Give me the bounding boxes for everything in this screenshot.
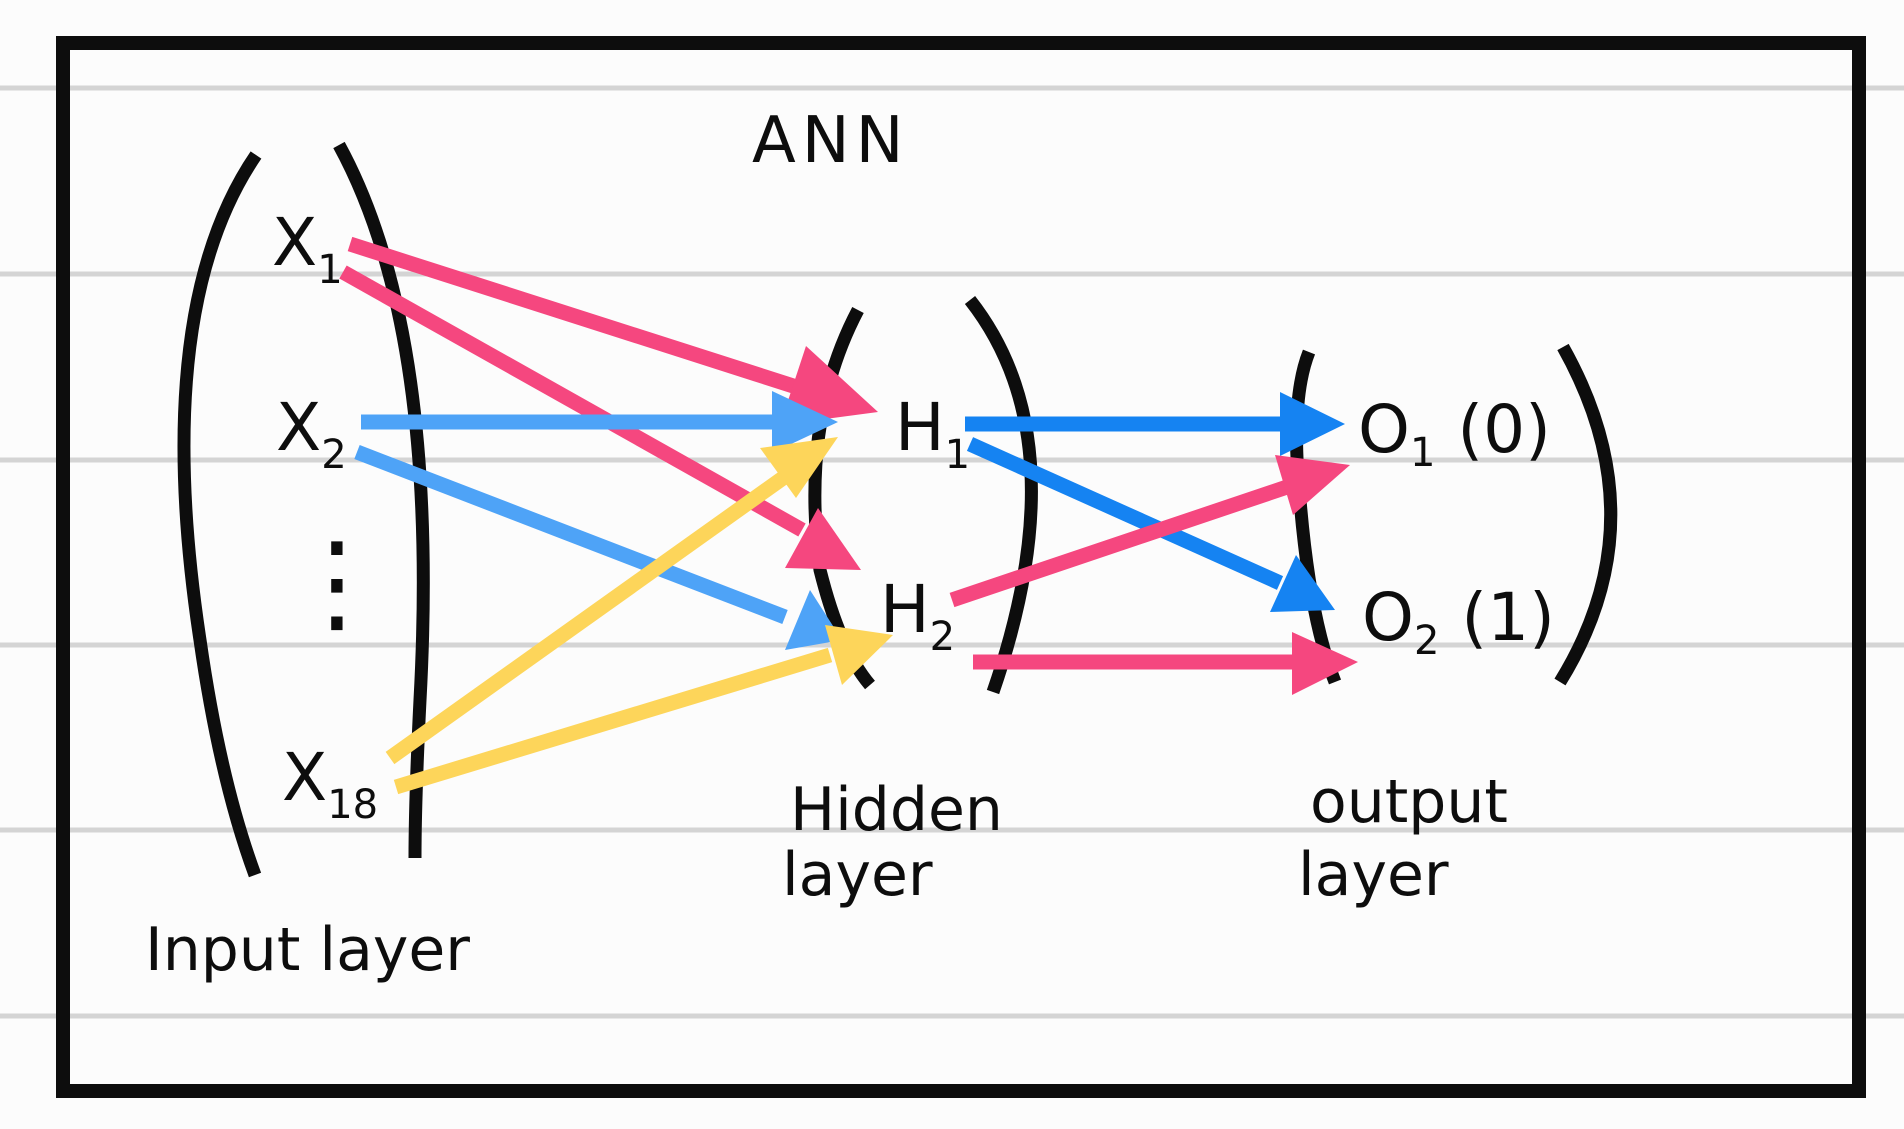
hidden-layer-caption-line2: layer [782,840,933,910]
node-base: X [276,389,321,466]
input-nodes: X1 X2 ⋮ X18 [272,204,392,828]
hidden-right-paren [964,295,1038,695]
output-layer-caption-line1: output [1310,767,1508,837]
arrow-x18-h2 [393,625,893,795]
layer-captions: Input layer Hidden layer output layer [145,767,1508,985]
arrow-x1-h1 [347,236,878,425]
output-layer-caption-line2: layer [1298,840,1449,910]
hidden-layer-caption-line1: Hidden [790,775,1003,845]
node-base: H [895,389,945,466]
node-value: (1) [1461,579,1555,656]
node-value: (0) [1457,391,1551,468]
output-left-paren [1290,349,1342,685]
hidden-node-h2: H2 [880,571,955,660]
input-node-x2: X2 [276,389,347,478]
output-node-o2: O2 (1) [1362,579,1555,664]
node-subscript: 2 [930,614,955,660]
arrow-x18-h1 [385,437,838,765]
node-base: O [1362,579,1414,656]
input-left-paren [177,151,262,878]
hidden-node-h1: H1 [895,389,970,478]
node-subscript: 2 [1414,618,1439,664]
arrow-x2-h1 [361,391,838,453]
arrow-h2-o2 [973,632,1358,695]
input-ellipsis: ⋮ [282,518,392,646]
input-right-paren [333,141,430,859]
node-subscript: 1 [945,432,970,478]
outer-frame [56,36,1866,1098]
node-base: X [272,204,317,281]
input-layer-caption: Input layer [145,915,470,985]
arrow-h2-o1 [949,455,1350,608]
node-base: X [282,739,327,816]
output-right-paren [1554,343,1618,686]
input-node-x1: X1 [272,204,343,293]
connections [339,236,1358,795]
output-node-o1: O1 (0) [1358,391,1551,476]
arrow-x1-h2 [339,265,861,570]
output-nodes: O1 (0) O2 (1) [1358,391,1555,664]
diagram-title: ANN [752,104,910,178]
node-subscript: 18 [327,782,378,828]
input-node-x18: X18 [282,739,378,828]
arrow-x2-h2 [354,445,842,650]
ruled-lines [0,85,1904,1019]
arrow-h1-o2 [966,437,1335,612]
node-base: H [880,571,930,648]
arrow-h1-o1 [965,392,1345,456]
hidden-nodes: H1 H2 [880,389,970,660]
node-subscript: 1 [317,247,342,293]
node-base: O [1358,391,1410,468]
node-subscript: 1 [1410,430,1435,476]
node-subscript: 2 [321,432,346,478]
